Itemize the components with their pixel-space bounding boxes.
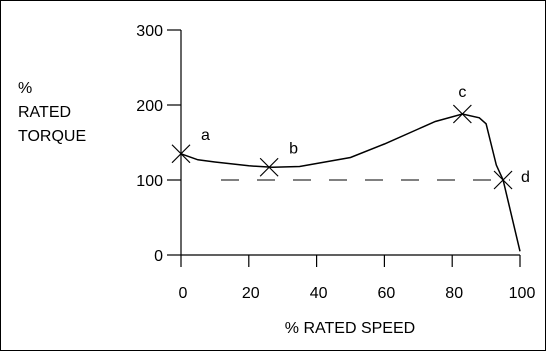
y-axis-label-line: RATED <box>18 104 71 121</box>
y-tick-label-0: 0 <box>154 248 163 265</box>
x-ticks: 0 20 40 60 80 100 <box>179 255 536 302</box>
y-axis-label: % RATED TORQUE <box>18 80 86 145</box>
x-tick-label-80: 80 <box>445 285 463 302</box>
marker-label-b: b <box>289 140 298 157</box>
y-ticks: 0 100 200 300 <box>136 23 181 265</box>
marker-label-d: d <box>521 169 530 186</box>
x-tick-label-60: 60 <box>378 285 396 302</box>
marker-label-c: c <box>458 84 466 101</box>
torque-curve <box>180 113 521 252</box>
y-axis-label-line: % <box>18 80 32 97</box>
y-axis-label-line: TORQUE <box>18 128 86 145</box>
y-tick-label-300: 300 <box>136 23 163 40</box>
markers: a b c d <box>171 84 530 190</box>
axes <box>180 30 520 256</box>
y-tick-label-200: 200 <box>136 98 163 115</box>
marker-d <box>493 170 513 190</box>
marker-label-a: a <box>201 127 210 144</box>
x-tick-label-20: 20 <box>242 285 260 302</box>
marker-c <box>452 104 472 124</box>
marker-a <box>171 144 191 164</box>
y-tick-label-100: 100 <box>136 173 163 190</box>
marker-b <box>259 157 279 177</box>
x-tick-label-0: 0 <box>179 285 188 302</box>
x-axis-label: % RATED SPEED <box>285 320 415 337</box>
x-tick-label-40: 40 <box>310 285 328 302</box>
x-tick-label-100: 100 <box>509 285 536 302</box>
